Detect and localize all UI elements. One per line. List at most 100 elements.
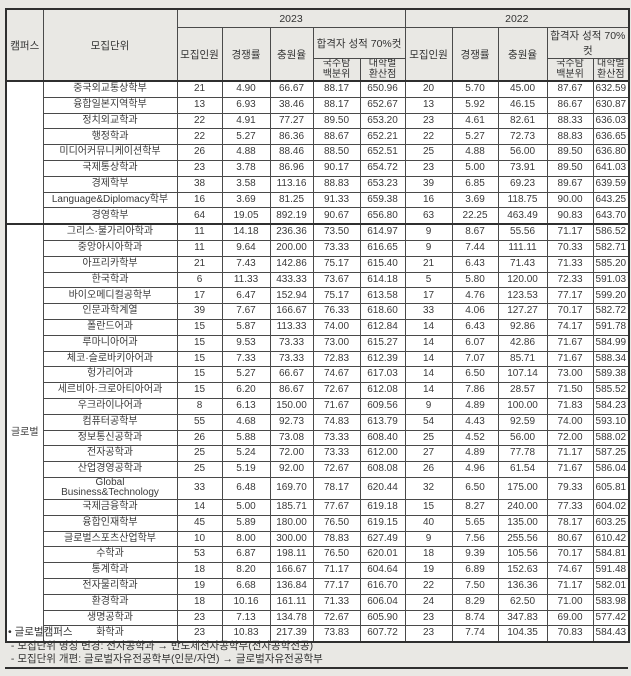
value-cell: 25 [176, 445, 223, 463]
value-cell: 9.53 [221, 334, 271, 352]
value-cell: 5.27 [221, 366, 271, 384]
value-cell: 136.36 [497, 577, 548, 595]
header-campus: 캠퍼스 [5, 8, 44, 82]
value-cell: 17 [176, 287, 223, 305]
value-cell: 23 [404, 609, 453, 627]
value-cell: 175.00 [497, 476, 548, 500]
value-cell: 90.67 [312, 207, 361, 225]
value-cell: 656.80 [359, 207, 406, 225]
value-cell: 7.07 [451, 350, 499, 368]
table-row: 화학과 23 10.83 217.39 73.83 607.72 23 7.74 104.35 7… [6, 625, 630, 643]
value-cell: 6.48 [221, 476, 271, 500]
table-row: 행정학과 22 5.27 86.36 88.67 652.21 22 5.27 72.73 88.… [6, 128, 630, 146]
value-cell: 586.04 [592, 461, 630, 478]
table-row: 환경학과 18 10.16 161.11 71.33 606.04 24 8.29 62.50 7… [6, 593, 630, 611]
unit-name: 융합인재학부 [42, 514, 178, 532]
value-cell: 8.20 [221, 562, 271, 579]
value-cell: 77.17 [312, 577, 361, 595]
value-cell: 33 [404, 303, 453, 320]
value-cell: 113.16 [269, 175, 314, 193]
value-cell: 8 [176, 397, 223, 415]
table-row: Global Business&Technology 33 6.48 169.70 78… [6, 476, 630, 500]
value-cell: 23 [176, 625, 223, 643]
value-cell: 659.38 [359, 191, 406, 209]
unit-name: 전자물리학과 [42, 577, 178, 595]
value-cell: 20 [404, 80, 453, 98]
value-cell: 71.83 [546, 397, 594, 415]
footnotes: • 글로벌캠퍼스 - 모집단위 명칭 변경: 전자공학과 → 반도체전자공학부(… [8, 626, 623, 667]
value-cell: 14 [404, 350, 453, 368]
unit-name: 환경학과 [42, 593, 178, 611]
value-cell: 86.96 [269, 159, 314, 177]
value-cell: 18 [404, 546, 453, 564]
value-cell: 71.17 [312, 562, 361, 579]
value-cell: 584.43 [592, 625, 630, 643]
value-cell: 14 [404, 334, 453, 352]
value-cell: 90.00 [546, 191, 594, 209]
value-cell: 5.19 [221, 461, 271, 478]
value-cell: 650.96 [359, 80, 406, 98]
header-ratio-2023: 경쟁률 [221, 27, 271, 82]
value-cell: 586.52 [592, 223, 630, 241]
value-cell: 22 [404, 128, 453, 146]
value-cell: 3.58 [221, 175, 271, 193]
value-cell: 605.90 [359, 609, 406, 627]
value-cell: 73.08 [269, 429, 314, 447]
value-cell: 86.36 [269, 128, 314, 146]
value-cell: 72.67 [312, 609, 361, 627]
value-cell: 6.93 [221, 96, 271, 114]
value-cell: 6.89 [451, 562, 499, 579]
value-cell: 152.94 [269, 287, 314, 305]
value-cell: 21 [176, 255, 223, 273]
unit-name: 정치외교학과 [42, 112, 178, 130]
value-cell: 180.00 [269, 514, 314, 532]
value-cell: 74.00 [312, 318, 361, 336]
value-cell: 6.07 [451, 334, 499, 352]
table-row: 경제학부 38 3.58 113.16 88.83 653.23 39 6.85 69.23 89… [6, 175, 630, 193]
value-cell: 55.56 [497, 223, 548, 241]
unit-name: 체코·슬로바키아어과 [42, 350, 178, 368]
unit-name: 중국외교통상학부 [42, 80, 178, 98]
value-cell: 26 [404, 461, 453, 478]
header-year-2023: 2023 [176, 8, 406, 28]
table-row: 인문과학계열 39 7.67 166.67 76.33 618.60 33 4.06 127.2… [6, 303, 630, 320]
table-row: 전자공학과 25 5.24 72.00 73.33 612.00 27 4.89 77.78 71… [6, 445, 630, 463]
table-row: 전자물리학과 19 6.68 136.84 77.17 616.70 22 7.50 136.3… [6, 577, 630, 595]
value-cell: 127.27 [497, 303, 548, 320]
header-percentile-2023: 국수탐 백분위 [312, 58, 361, 82]
value-cell: 77.33 [546, 498, 594, 516]
value-cell: 45 [176, 514, 223, 532]
value-cell: 8.74 [451, 609, 499, 627]
value-cell: 150.00 [269, 397, 314, 415]
value-cell: 71.50 [546, 382, 594, 399]
table-row: 융합일본지역학부 13 6.93 38.46 88.17 652.67 13 5.92 46.1… [6, 96, 630, 114]
value-cell: 433.33 [269, 271, 314, 289]
value-cell: 18 [176, 562, 223, 579]
campus-cell [5, 80, 44, 225]
value-cell: 584.81 [592, 546, 630, 564]
table-row: 국제통상학과 23 3.78 86.96 90.17 654.72 23 5.00 73.91 8… [6, 159, 630, 177]
value-cell: 72.67 [312, 461, 361, 478]
unit-name: 글로벌스포츠산업학부 [42, 530, 178, 548]
value-cell: 13 [176, 96, 223, 114]
unit-name: 중앙아시아학과 [42, 239, 178, 257]
value-cell: 582.01 [592, 577, 630, 595]
value-cell: 610.42 [592, 530, 630, 548]
value-cell: 6.50 [451, 366, 499, 384]
value-cell: 81.25 [269, 191, 314, 209]
header-cut-2023: 합격자 성적 70%컷 [312, 27, 406, 59]
value-cell: 5.80 [451, 271, 499, 289]
table-row: 체코·슬로바키아어과 15 7.33 73.33 72.83 612.39 14 7.07 85… [6, 350, 630, 368]
value-cell: 6.68 [221, 577, 271, 595]
unit-name: 세르비아·크로아티아어과 [42, 382, 178, 399]
value-cell: 616.65 [359, 239, 406, 257]
value-cell: 54 [404, 413, 453, 431]
table-row: 통계학과 18 8.20 166.67 71.17 604.64 19 6.89 152.63 7… [6, 562, 630, 579]
unit-name: 전자공학과 [42, 445, 178, 463]
value-cell: 15 [404, 498, 453, 516]
value-cell: 599.20 [592, 287, 630, 305]
bottom-divider [5, 667, 628, 669]
value-cell: 76.50 [312, 546, 361, 564]
unit-name: 경제학부 [42, 175, 178, 193]
value-cell: 7.44 [451, 239, 499, 257]
